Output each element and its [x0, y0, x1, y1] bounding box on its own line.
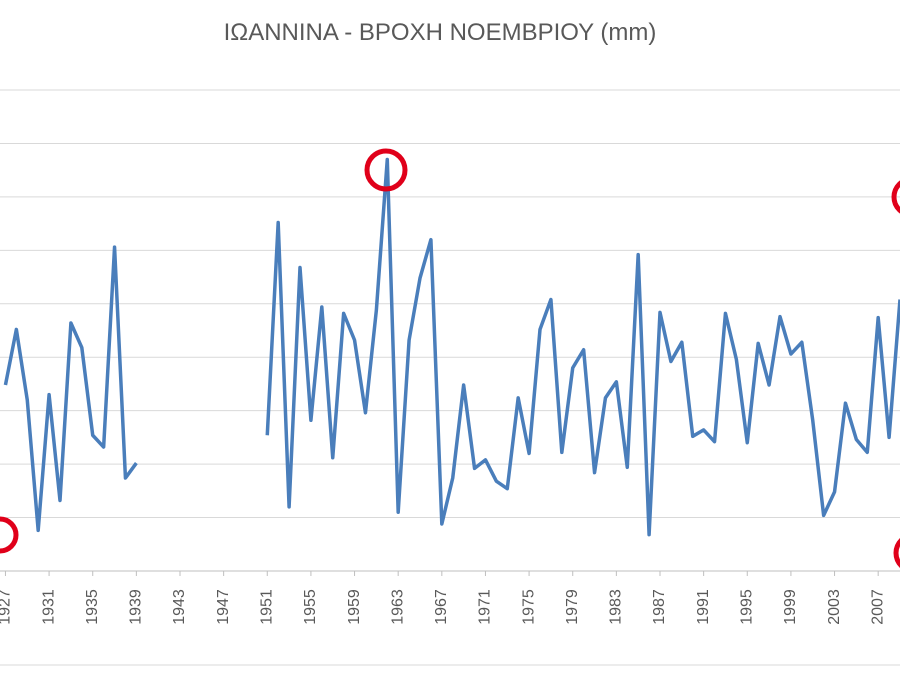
x-tick-label: 2003 [826, 589, 843, 625]
x-tick-label: 1983 [608, 589, 625, 625]
x-tick-label: 1939 [128, 589, 145, 625]
grid [0, 89, 900, 576]
x-axis: 1927 1931 1935 1939 1943 1947 1951 1955 1959 1963… [0, 589, 886, 625]
x-tick-label: 1943 [171, 589, 188, 625]
x-tick-label: 1947 [215, 589, 232, 625]
x-tick-label: 1991 [695, 589, 712, 625]
x-tick-label: 1987 [651, 589, 668, 625]
plot [3, 157, 900, 537]
highlight-circle [0, 516, 19, 554]
x-tick-label: 1963 [389, 589, 406, 625]
data-line [3, 157, 900, 537]
x-tick-label: 1931 [40, 589, 57, 625]
x-tick-label: 1955 [302, 589, 319, 625]
highlight-circle [891, 180, 900, 214]
x-tick-label: 1979 [564, 589, 581, 625]
x-tick-label: 1971 [477, 589, 494, 625]
chart-title: ΙΩΑΝΝΙΝΑ - ΒΡΟΧΗ ΝΟΕΜΒΡΙΟΥ (mm) [224, 19, 657, 46]
x-tick-label: 1999 [782, 589, 799, 625]
highlight-circle [364, 148, 408, 192]
x-tick-label: 1951 [258, 589, 275, 625]
x-tick-label: 1975 [520, 589, 537, 625]
x-tick-label: 1967 [433, 589, 450, 625]
x-tick-label: 1927 [0, 589, 14, 625]
x-tick-label: 1935 [84, 589, 101, 625]
annotations [0, 148, 900, 568]
highlight-circle [893, 538, 900, 568]
x-tick-label: 2007 [869, 589, 886, 625]
x-tick-label: 1995 [738, 589, 755, 625]
x-tick-label: 1959 [346, 589, 363, 625]
